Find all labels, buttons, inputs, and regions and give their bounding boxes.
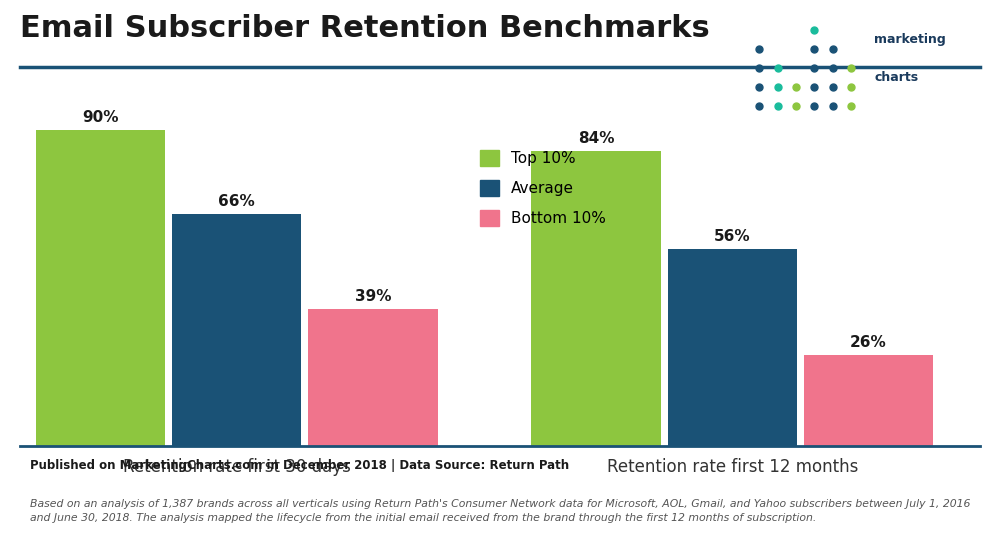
Bar bbox=[668, 250, 797, 446]
Bar bbox=[531, 151, 661, 446]
Text: charts: charts bbox=[874, 71, 918, 84]
Text: 39%: 39% bbox=[355, 289, 391, 304]
Text: 26%: 26% bbox=[850, 335, 887, 350]
Text: 56%: 56% bbox=[714, 229, 751, 244]
Text: Published on MarketingCharts.com in December 2018 | Data Source: Return Path: Published on MarketingCharts.com in Dece… bbox=[30, 460, 569, 472]
Text: 90%: 90% bbox=[82, 110, 119, 125]
Text: 66%: 66% bbox=[218, 194, 255, 209]
Bar bbox=[36, 130, 165, 446]
Text: 84%: 84% bbox=[578, 131, 614, 146]
Bar bbox=[804, 355, 933, 446]
Legend: Top 10%, Average, Bottom 10%: Top 10%, Average, Bottom 10% bbox=[474, 144, 612, 232]
Text: Based on an analysis of 1,387 brands across all verticals using Return Path's Co: Based on an analysis of 1,387 brands acr… bbox=[30, 498, 970, 523]
Text: marketing: marketing bbox=[874, 33, 946, 46]
Bar bbox=[172, 214, 301, 446]
Bar bbox=[308, 309, 438, 446]
Text: Email Subscriber Retention Benchmarks: Email Subscriber Retention Benchmarks bbox=[20, 14, 710, 43]
